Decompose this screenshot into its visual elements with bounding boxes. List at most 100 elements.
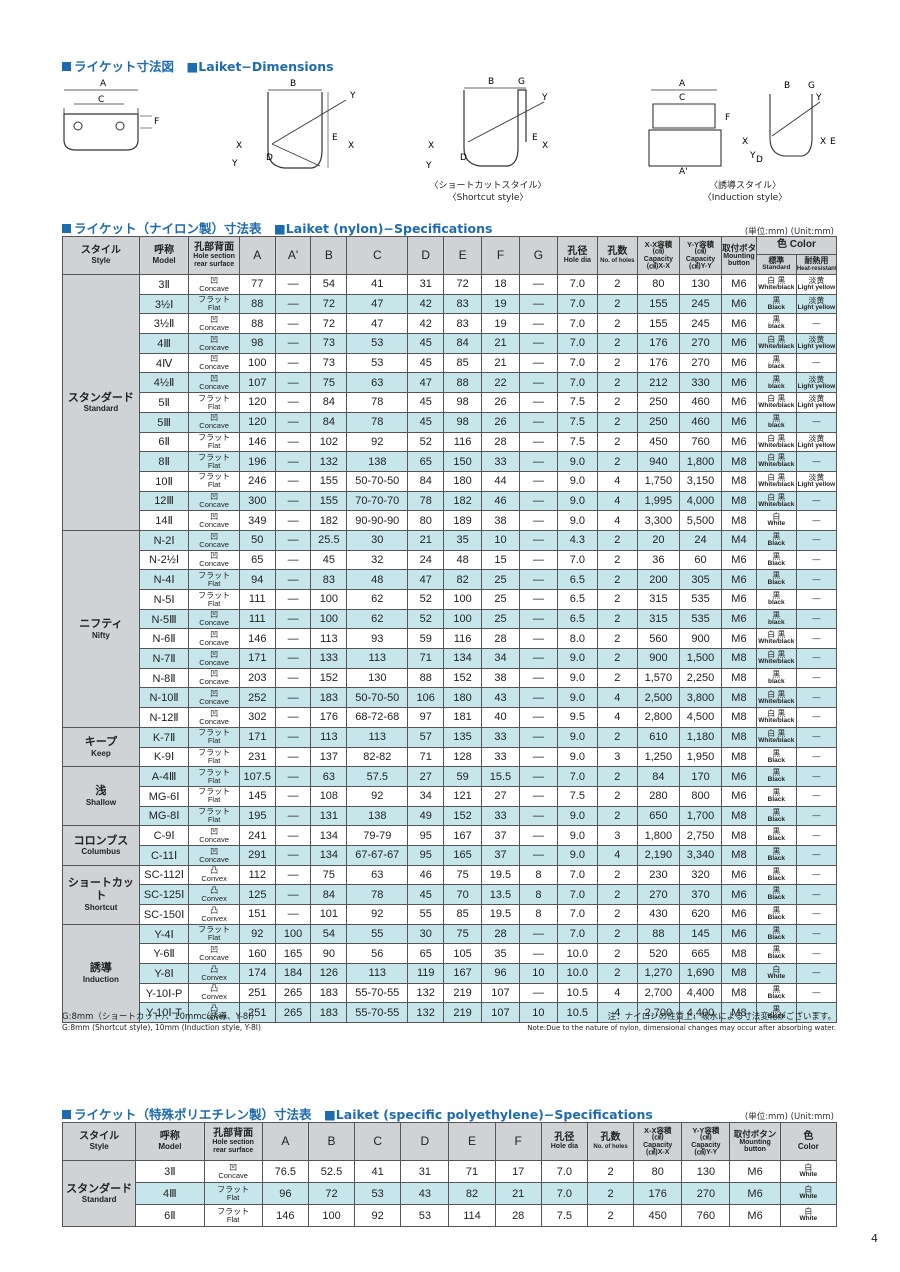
hole-dia-cell: 9.0 — [556, 648, 598, 669]
c-cell: 138 — [346, 451, 409, 472]
e-cell: 70 — [443, 884, 483, 905]
a-prime-cell: — — [274, 392, 312, 413]
svg-text:Y: Y — [815, 93, 822, 103]
xx-capacity-cell: 450 — [636, 431, 680, 453]
table-row: C-11Ⅰ 凹 Concave 291—134 67-67-67 95 165 37—9.0 4… — [63, 844, 838, 866]
b-cell: 155 — [310, 490, 348, 512]
color-heat-cell: 淡黄 Light yellow — [795, 274, 838, 295]
model-cell: N-2Ⅰ — [138, 529, 190, 551]
table-row: 誘導 Induction Y-4Ⅰ フラット Flat 92 100 54 55 30 75 28—7… — [62, 923, 838, 1024]
table-row: Y-10Ⅰ-P 凸 Convex 251 265 183 55-70-55 132 219 107… — [63, 982, 838, 1004]
svg-text:Y: Y — [541, 93, 548, 103]
mount-cell: M6 — [721, 274, 757, 295]
e-cell: 35 — [443, 529, 483, 551]
d-cell: 80 — [407, 510, 445, 531]
color-standard-cell: 黒 Black — [755, 982, 797, 1004]
color-standard-cell: 黒 Black — [755, 864, 797, 886]
color-heat-cell: — — [795, 785, 838, 807]
g-cell: — — [518, 667, 558, 689]
induction-front-diagram: A C F A' — [648, 79, 730, 177]
table-row: N-5Ⅰ フラット Flat 111—100 62 52 100 25—6.5 2 315 535 M… — [63, 589, 838, 610]
c-cell: 48 — [346, 569, 409, 590]
model-cell: MG-8Ⅰ — [138, 805, 190, 827]
yy-capacity-cell: 620 — [678, 904, 723, 925]
xx-capacity-cell: 20 — [636, 529, 680, 551]
d-cell: 52 — [407, 431, 445, 453]
table-row: 14Ⅱ 凹 Concave 349—182 90-90-90 80 189 38—9.0 4 3,… — [63, 510, 838, 531]
mount-cell: M8 — [721, 982, 757, 1004]
color-heat-cell: — — [795, 1002, 838, 1024]
color-standard-cell: 白 黒 White/black — [755, 628, 797, 650]
holes-cell: 3 — [596, 746, 638, 768]
holes-cell: 2 — [596, 805, 638, 827]
hole-dia-cell: 7.0 — [556, 293, 598, 315]
a-cell: 125 — [238, 884, 276, 905]
color-heat-cell: — — [795, 667, 838, 689]
yy-capacity-cell: 535 — [678, 608, 723, 630]
yy-capacity-cell: 800 — [678, 785, 723, 807]
xx-capacity-cell: 1,750 — [636, 470, 680, 492]
a-cell: 120 — [238, 411, 276, 433]
hole-dia-cell: 7.0 — [540, 1160, 588, 1183]
b-cell: 45 — [310, 549, 348, 571]
f-cell: 19 — [481, 313, 520, 335]
color-heat-cell: 淡黄 Light yellow — [795, 392, 838, 413]
hole-cell: フラット Flat — [188, 726, 240, 748]
col-style: スタイル Style — [62, 236, 140, 275]
xx-capacity-cell: 280 — [636, 785, 680, 807]
f-cell: 19.5 — [481, 904, 520, 925]
b-cell: 83 — [310, 569, 348, 590]
g-note: G:8mm（ショートカット）、10mm（誘導、Y-8Ⅰ） G:8mm (Short… — [62, 1012, 261, 1033]
model-cell: 14Ⅱ — [138, 510, 190, 531]
table-row: 4Ⅳ 凹 Concave 100—73 53 45 85 21—7.0 2 176 270 M6 黒 bl… — [63, 352, 838, 374]
d-cell: 57 — [407, 726, 445, 748]
model-cell: 6Ⅱ — [138, 431, 190, 453]
color-heat-cell: — — [795, 628, 838, 650]
e-cell: 88 — [443, 372, 483, 394]
hole-dia-cell: 9.0 — [556, 451, 598, 472]
c-cell: 63 — [346, 864, 409, 886]
c-cell: 55-70-55 — [346, 1002, 409, 1024]
hole-cell: 凸 Convex — [188, 864, 240, 886]
col-xx: X-X容積 (㎤) Capacity (㎤)X-X — [636, 236, 680, 275]
hole-dia-cell: 9.0 — [556, 667, 598, 689]
hole-cell: 凸 Convex — [188, 982, 240, 1004]
model-cell: N-8Ⅱ — [138, 667, 190, 689]
hole-cell: フラット Flat — [188, 805, 240, 827]
b-cell: 182 — [310, 510, 348, 531]
holes-cell: 2 — [596, 628, 638, 650]
d-cell: 95 — [407, 825, 445, 846]
color-heat-cell: — — [795, 529, 838, 551]
svg-text:F: F — [725, 113, 730, 123]
color-cell: 白 White — [779, 1204, 838, 1227]
yy-capacity-cell: 4,400 — [678, 1002, 723, 1024]
color-standard-cell: 黒 Black — [755, 904, 797, 925]
p-col-xx: X-X容積 (㎤) Capacity (㎤)X-X — [633, 1122, 683, 1161]
model-cell: N-5Ⅲ — [138, 608, 190, 630]
b-cell: 73 — [310, 352, 348, 374]
b-cell: 132 — [310, 451, 348, 472]
g-cell: 8 — [518, 904, 558, 925]
model-cell: 4Ⅲ — [135, 1182, 205, 1205]
hole-dia-cell: 7.0 — [556, 313, 598, 335]
c-cell: 130 — [346, 667, 409, 689]
a-prime-cell: 165 — [274, 943, 312, 965]
yy-capacity-cell: 24 — [678, 529, 723, 551]
model-cell: A-4Ⅲ — [138, 766, 190, 787]
a-prime-cell: — — [274, 490, 312, 512]
front-view-diagram: A C F — [63, 79, 159, 151]
model-cell: SC-125Ⅰ — [138, 884, 190, 905]
holes-cell: 2 — [596, 963, 638, 984]
table-row: SC-150Ⅰ 凸 Convex 151—101 92 55 85 19.5 8 7.0 2 430 6… — [63, 904, 838, 925]
hole-cell: フラット Flat — [188, 431, 240, 453]
hole-cell: フラット Flat — [188, 589, 240, 610]
hole-dia-cell: 10.0 — [556, 943, 598, 965]
label-A: A — [100, 79, 107, 89]
b-cell: 100 — [307, 1204, 356, 1227]
xx-capacity-cell: 900 — [636, 648, 680, 669]
e-cell: 59 — [443, 766, 483, 787]
xx-capacity-cell: 250 — [636, 392, 680, 413]
c-cell: 138 — [346, 805, 409, 827]
a-prime-cell: — — [274, 372, 312, 394]
